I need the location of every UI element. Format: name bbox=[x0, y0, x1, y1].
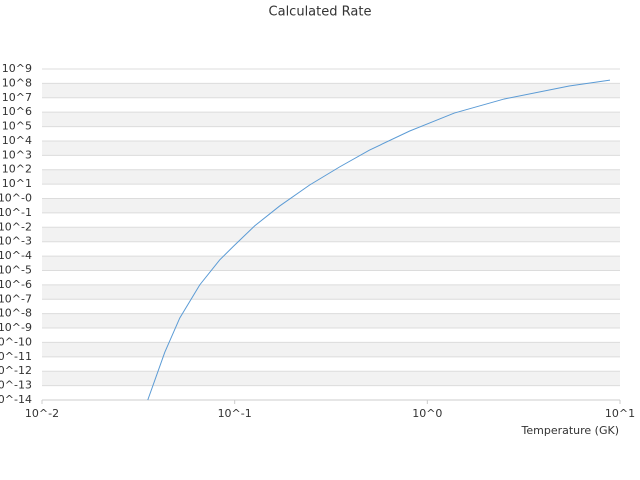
y-tick-label: 10^-10 bbox=[0, 335, 32, 348]
grid-band bbox=[42, 112, 620, 127]
y-tick-label: 10^-1 bbox=[0, 206, 32, 219]
chart-title: Calculated Rate bbox=[269, 5, 372, 20]
grid-band bbox=[42, 256, 620, 271]
x-tick-label: 10^0 bbox=[412, 407, 442, 420]
grid-band bbox=[42, 198, 620, 213]
grid-band bbox=[42, 284, 620, 300]
y-tick-label: 10^-9 bbox=[0, 321, 32, 334]
y-tick-label: 10^5 bbox=[2, 120, 32, 133]
grid-band bbox=[42, 313, 620, 329]
y-tick-label: 10^3 bbox=[2, 148, 32, 161]
y-tick-label: 10^-4 bbox=[0, 249, 32, 262]
y-tick-label: 10^-11 bbox=[0, 350, 32, 363]
grid-band bbox=[42, 140, 620, 156]
line-series bbox=[147, 79, 611, 401]
grid-band bbox=[42, 169, 620, 185]
grid-band bbox=[42, 83, 620, 98]
y-tick-label: 10^-0 bbox=[0, 192, 32, 205]
y-tick-label: 10^1 bbox=[2, 177, 32, 190]
y-tick-label: 10^4 bbox=[2, 134, 32, 147]
y-tick-label: 10^9 bbox=[2, 62, 32, 75]
grid-band bbox=[42, 342, 620, 357]
y-tick-label: 10^-7 bbox=[0, 292, 32, 305]
grid-band bbox=[42, 371, 620, 386]
y-tick-label: 10^-12 bbox=[0, 364, 32, 377]
y-tick-label: 10^-5 bbox=[0, 263, 32, 276]
y-tick-label: 10^-8 bbox=[0, 307, 32, 320]
x-tick-label: 10^-2 bbox=[25, 407, 59, 420]
y-tick-label: 10^-13 bbox=[0, 379, 32, 392]
y-tick-label: 10^6 bbox=[2, 105, 32, 118]
x-axis-label: Temperature (GK) bbox=[521, 424, 620, 437]
y-tick-label: 10^8 bbox=[2, 76, 32, 89]
x-tick-label: 10^1 bbox=[605, 407, 635, 420]
y-tick-label: 10^7 bbox=[2, 91, 32, 104]
x-tick-label: 10^-1 bbox=[218, 407, 252, 420]
grid-band bbox=[42, 227, 620, 242]
y-tick-label: 10^-2 bbox=[0, 220, 32, 233]
y-tick-label: 10^-14 bbox=[0, 393, 32, 406]
y-tick-label: 10^-6 bbox=[0, 278, 32, 291]
y-tick-label: 10^2 bbox=[2, 163, 32, 176]
y-tick-label: 10^-3 bbox=[0, 235, 32, 248]
